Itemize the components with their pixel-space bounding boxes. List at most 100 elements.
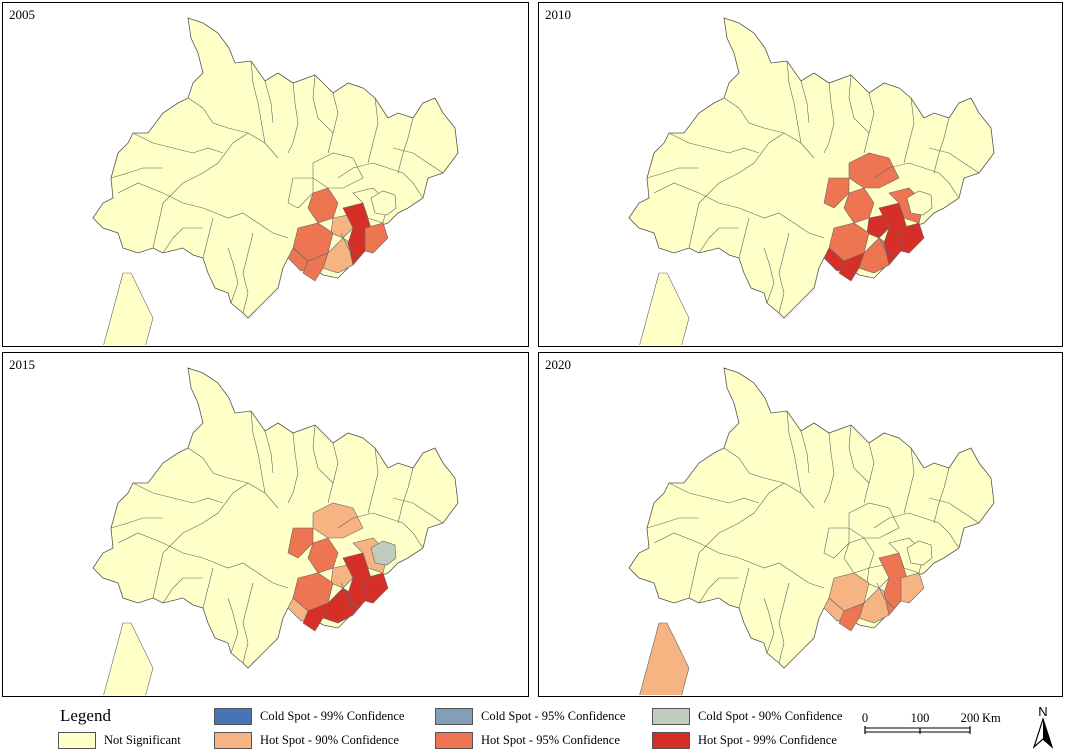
county-boundary [848,74,870,134]
county-northeast [906,540,933,566]
legend-swatch [435,708,473,725]
county-boundary [397,467,414,524]
county-c8 [823,527,850,559]
legend-swatch [58,732,96,749]
county-boundary [117,182,289,239]
panel-year-label: 2005 [9,7,35,22]
county-west [639,622,690,695]
panel-year-label: 2015 [9,357,35,372]
county-boundary [250,410,266,494]
study-area-map [628,367,995,695]
study-area-map [628,17,995,345]
county-c8 [823,177,850,209]
county-boundary [928,147,980,174]
county-boundary [823,432,835,504]
county-boundary [367,447,379,514]
north-arrow-icon: N [1032,704,1054,749]
county-boundary [392,147,444,174]
county-boundary [242,582,254,664]
scale-bar: 0 100 200 Km [862,711,1001,734]
county-boundary [778,232,790,314]
map-canvas [628,17,995,345]
legend-title: Legend [60,706,111,725]
map-panel-2020: 2020 [538,352,1063,697]
scale-tick-label: 100 [911,711,930,725]
map-canvas [628,367,995,695]
legend-label: Hot Spot - 99% Confidence [698,733,837,747]
county-boundary [202,567,214,609]
county-boundary [162,577,203,604]
county-c2 [866,564,890,589]
county-northeast [370,540,397,566]
study-area-map [92,17,459,345]
county-boundary [698,577,739,604]
legend-label: Hot Spot - 90% Confidence [260,733,399,747]
county-boundary [312,74,334,134]
map-canvas [92,367,459,695]
county-boundary [668,482,760,504]
legend-label: Cold Spot - 95% Confidence [481,709,626,723]
county-boundary [876,232,895,259]
county-boundary [653,532,825,589]
county-boundary [738,217,750,259]
county-boundary [187,97,249,134]
county-northeast [370,190,397,216]
county-boundary [763,597,775,654]
legend-item-not-significant: Not Significant [58,732,181,749]
county-c10 [900,572,925,604]
county-boundary [698,227,739,254]
county-boundary [242,232,254,314]
map-panel-2005: 2005 [2,2,529,347]
legend-swatch [214,732,252,749]
county-boundary [287,82,299,154]
county-c10 [364,222,389,254]
legend-swatch [435,732,473,749]
legend-item-cold-spot-90: Cold Spot - 90% Confidence [652,708,842,725]
county-boundary [723,447,785,484]
county-boundary [873,512,960,549]
county-boundary [738,567,750,609]
study-area-map [92,367,459,695]
legend-swatch [652,708,690,725]
county-boundary [876,582,895,609]
county-c7 [312,502,364,539]
county-boundary [903,97,915,164]
county-boundary [786,60,802,144]
county-boundary [250,60,266,144]
north-arrow-half [1043,719,1052,747]
county-boundary [312,424,334,484]
county-west [103,272,154,345]
county-boundary [800,430,810,474]
county-boundary [397,117,414,174]
legend-swatch [652,732,690,749]
county-c9 [838,252,865,282]
legend-label: Hot Spot - 95% Confidence [481,733,620,747]
county-c7 [848,502,900,539]
county-boundary [848,424,870,484]
county-boundary [903,447,915,514]
county-boundary [786,410,802,494]
legend-label: Cold Spot - 99% Confidence [260,709,405,723]
county-boundary [287,432,299,504]
county-boundary [264,430,274,474]
county-boundary [800,80,810,124]
scale-bar-outline [864,727,971,733]
county-boundary [873,162,960,199]
county-boundary [227,247,239,304]
county-c9 [838,602,865,632]
north-label: N [1038,704,1047,719]
county-boundary [187,447,249,484]
legend-swatch [214,708,252,725]
county-boundary [928,497,980,524]
county-boundary [863,442,875,504]
county-boundary [337,162,424,199]
county-boundary [132,482,224,504]
county-boundary [933,117,950,174]
legend-item-cold-spot-99: Cold Spot - 99% Confidence [214,708,404,725]
county-c8 [287,177,314,209]
legend-item-hot-spot-95: Hot Spot - 95% Confidence [435,732,620,749]
county-boundary [264,80,274,124]
county-boundary [327,92,339,154]
county-boundary [327,442,339,504]
county-c8 [287,527,314,559]
